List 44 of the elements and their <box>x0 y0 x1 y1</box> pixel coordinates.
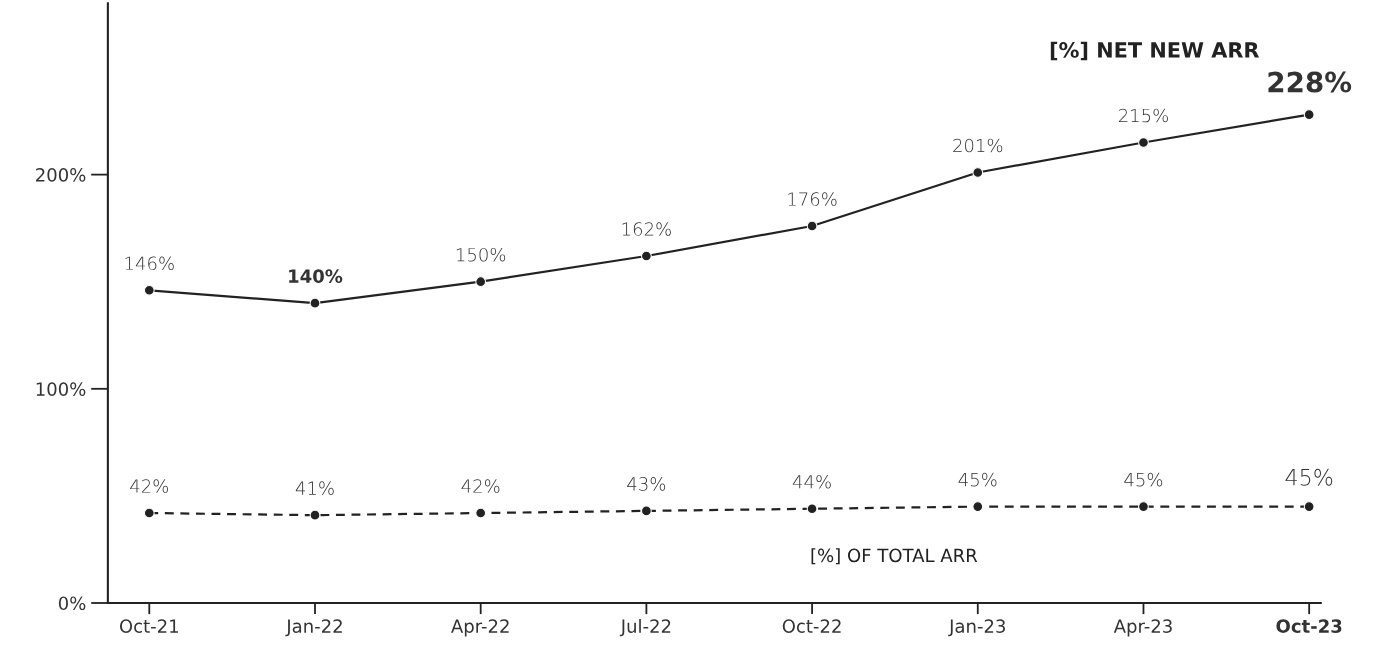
point <box>972 501 984 512</box>
y-tick-label: 100% <box>36 382 86 396</box>
data-label: 43% <box>627 477 666 491</box>
text: [%] NET NEW ARR <box>1050 41 1260 61</box>
data-label: 45% <box>1124 472 1163 487</box>
data-label: 41% <box>295 481 334 496</box>
data-label: 42% <box>461 479 500 493</box>
point <box>309 509 321 521</box>
series-label: [%] OF TOTAL ARR <box>811 548 978 565</box>
x-tick-label: Jul-22 <box>619 618 671 637</box>
data-label: 45% <box>1285 468 1333 486</box>
x-tick-label: Oct-21 <box>119 619 178 633</box>
x-tick-label: Jan-22 <box>285 619 342 637</box>
point <box>143 507 155 519</box>
y-tick-label: 0% <box>58 596 86 611</box>
data-label: 201% <box>953 138 1003 153</box>
data-label: 140% <box>289 269 343 283</box>
y-tick-label: 200% <box>36 168 86 182</box>
data-label: 215% <box>1118 108 1168 123</box>
point <box>309 297 321 309</box>
x-tick-label: Jan-23 <box>948 619 1005 637</box>
point <box>641 505 652 517</box>
data-label: 146% <box>125 256 174 271</box>
point <box>1303 501 1315 512</box>
x-tick-label: Apr-22 <box>451 619 509 637</box>
data-label: 228% <box>1268 71 1352 93</box>
x-tick-label: Oct-23 <box>1276 619 1342 633</box>
point <box>806 503 818 515</box>
point <box>972 167 984 178</box>
point <box>1138 137 1149 148</box>
point <box>1138 501 1149 512</box>
x-tick-label: Apr-23 <box>1113 619 1172 637</box>
point <box>475 507 487 519</box>
data-label: 150% <box>456 247 506 262</box>
data-label: 162% <box>622 222 671 236</box>
point <box>641 250 652 262</box>
point <box>475 276 487 288</box>
point <box>806 220 818 232</box>
data-label: 45% <box>958 472 997 487</box>
data-label: 44% <box>792 474 831 489</box>
data-label: 176% <box>788 192 837 206</box>
data-label: 42% <box>130 479 169 493</box>
x-tick-label: Oct-22 <box>782 619 841 633</box>
point <box>143 284 155 296</box>
